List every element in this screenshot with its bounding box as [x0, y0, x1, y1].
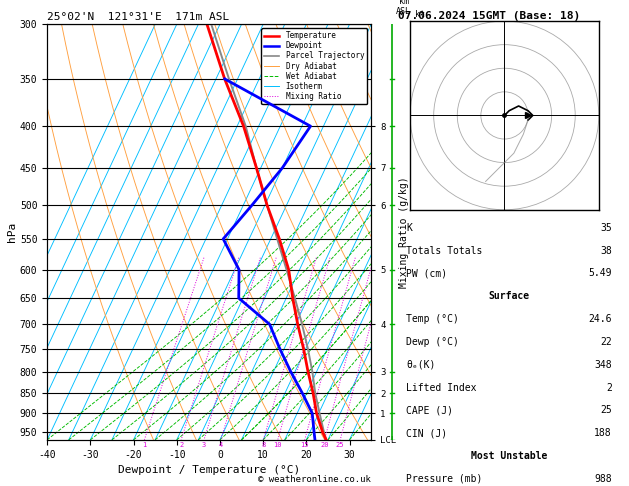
Text: Dewp (°C): Dewp (°C)	[406, 337, 459, 347]
Text: 25°02'N  121°31'E  171m ASL: 25°02'N 121°31'E 171m ASL	[47, 12, 230, 22]
Text: 988: 988	[594, 474, 612, 484]
Y-axis label: hPa: hPa	[7, 222, 17, 242]
Text: 25: 25	[336, 442, 345, 448]
Text: CIN (J): CIN (J)	[406, 428, 448, 438]
Text: 3: 3	[202, 442, 206, 448]
Text: 15: 15	[301, 442, 309, 448]
Text: θₑ(K): θₑ(K)	[406, 360, 436, 370]
Text: 38: 38	[600, 245, 612, 256]
Text: 10: 10	[274, 442, 282, 448]
Text: km
ASL: km ASL	[396, 0, 411, 16]
Text: Most Unstable: Most Unstable	[471, 451, 547, 461]
Text: Temp (°C): Temp (°C)	[406, 314, 459, 324]
Legend: Temperature, Dewpoint, Parcel Trajectory, Dry Adiabat, Wet Adiabat, Isotherm, Mi: Temperature, Dewpoint, Parcel Trajectory…	[261, 28, 367, 104]
Text: 188: 188	[594, 428, 612, 438]
Text: 20: 20	[320, 442, 329, 448]
Text: © weatheronline.co.uk: © weatheronline.co.uk	[258, 474, 371, 484]
Text: 2: 2	[179, 442, 183, 448]
Text: 24.6: 24.6	[588, 314, 612, 324]
Text: Lifted Index: Lifted Index	[406, 382, 477, 393]
Text: 2: 2	[606, 382, 612, 393]
Y-axis label: Mixing Ratio (g/kg): Mixing Ratio (g/kg)	[399, 176, 409, 288]
Text: 22: 22	[600, 337, 612, 347]
Text: 35: 35	[600, 223, 612, 233]
Text: 25: 25	[600, 405, 612, 416]
Text: 1: 1	[142, 442, 147, 448]
Text: Pressure (mb): Pressure (mb)	[406, 474, 483, 484]
Text: Totals Totals: Totals Totals	[406, 245, 483, 256]
Text: CAPE (J): CAPE (J)	[406, 405, 454, 416]
Text: 5.49: 5.49	[588, 268, 612, 278]
Text: PW (cm): PW (cm)	[406, 268, 448, 278]
Text: 4: 4	[219, 442, 223, 448]
Text: 348: 348	[594, 360, 612, 370]
Text: 8: 8	[261, 442, 265, 448]
Text: Surface: Surface	[489, 291, 530, 301]
Text: kt: kt	[415, 10, 425, 19]
Text: K: K	[406, 223, 413, 233]
X-axis label: Dewpoint / Temperature (°C): Dewpoint / Temperature (°C)	[118, 465, 300, 475]
Text: 07.06.2024 15GMT (Base: 18): 07.06.2024 15GMT (Base: 18)	[398, 11, 580, 21]
